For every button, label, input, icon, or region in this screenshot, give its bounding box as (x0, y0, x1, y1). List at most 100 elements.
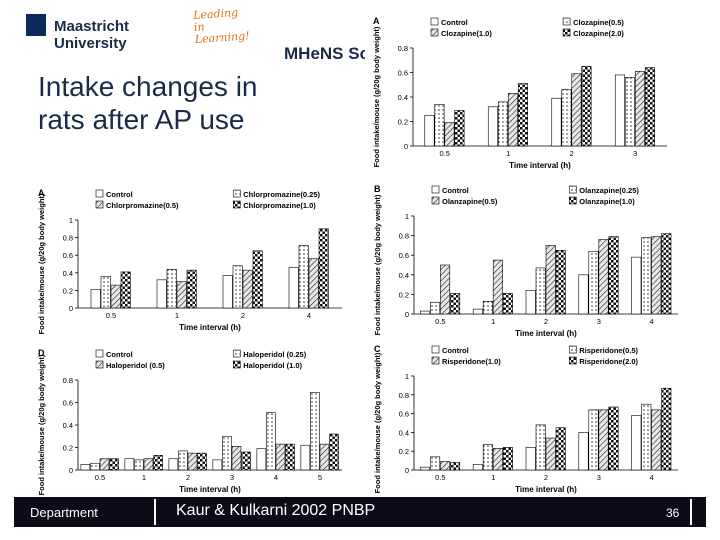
legend-label: Chlorpromazine(0.25) (243, 190, 320, 199)
x-axis-label: Time interval (h) (509, 161, 571, 170)
legend-label: Chlorpromazine(1.0) (243, 201, 316, 210)
legend-label: Haloperidol (0.5) (106, 361, 165, 370)
x-tick-label: 2 (570, 149, 574, 158)
panel-label: A (373, 16, 380, 26)
bar (661, 387, 672, 471)
bar (444, 122, 455, 147)
legend-swatch (568, 356, 577, 365)
legend-label: Haloperidol (1.0) (243, 361, 302, 370)
x-axis-label: Time interval (h) (179, 485, 241, 494)
x-tick-label: 0.5 (435, 317, 445, 326)
bar (440, 264, 451, 315)
bar (644, 67, 655, 147)
bar (212, 459, 223, 471)
x-tick-label: 2 (241, 311, 245, 320)
y-tick-label: 0.4 (399, 271, 409, 280)
bar (80, 464, 91, 471)
legend-swatch (430, 28, 439, 37)
bar (651, 236, 662, 315)
x-tick-label: 1 (506, 149, 510, 158)
x-tick-label: 1 (491, 317, 495, 326)
legend-swatch (95, 189, 104, 198)
chart-panel-clozapine: A Control Clozapine(0.5) Clozapine(1.0) Cloz… (365, 12, 675, 172)
bar (222, 275, 233, 309)
slide-title-line-1: Intake changes in (38, 71, 258, 102)
bar (598, 239, 609, 315)
bar (581, 66, 592, 147)
legend-swatch (431, 356, 440, 365)
y-tick-label: 0.2 (63, 286, 73, 295)
y-tick-label: 0.8 (398, 44, 408, 53)
bar (545, 245, 556, 315)
legend-label: Control (442, 346, 469, 355)
bar (430, 301, 441, 315)
x-tick-label: 3 (597, 473, 601, 482)
bar (310, 392, 320, 471)
bar (517, 83, 528, 147)
bar (166, 268, 177, 309)
y-tick-label: 0 (405, 466, 409, 475)
bar (300, 444, 311, 471)
bar (430, 456, 441, 471)
university-crest-icon (26, 14, 46, 36)
y-tick-label: 0.4 (399, 428, 409, 437)
bar (109, 458, 119, 471)
x-tick-label: 3 (633, 149, 637, 158)
panel-label: C (374, 344, 381, 354)
bar (631, 256, 642, 315)
bar (424, 115, 435, 147)
bar (507, 93, 518, 147)
bar (598, 409, 609, 471)
bar (319, 443, 330, 471)
y-tick-label: 0 (69, 304, 73, 313)
legend-swatch (232, 360, 241, 369)
bar (641, 403, 652, 471)
legend-swatch (568, 196, 577, 205)
legend-label: Control (442, 186, 469, 195)
legend-label: Control (106, 350, 133, 359)
bar (578, 432, 589, 471)
bar (90, 462, 100, 471)
bar (285, 443, 295, 471)
bar (472, 464, 483, 471)
bar (641, 237, 652, 315)
bar (634, 70, 645, 147)
y-axis-label: Food intake/mouse (g/20g body weight) (37, 193, 46, 334)
legend-swatch (232, 349, 241, 358)
bar (187, 452, 198, 471)
x-tick-label: 5 (318, 473, 322, 482)
legend-label: Control (106, 190, 133, 199)
slide-title: Intake changes in rats after AP use (38, 70, 338, 136)
y-tick-label: 0.6 (63, 399, 73, 408)
x-axis-label: Time interval (h) (179, 323, 241, 332)
bar (318, 228, 329, 309)
bar (124, 458, 135, 471)
page-number: 36 (666, 506, 680, 520)
y-tick-label: 0.2 (398, 118, 408, 127)
x-axis-label: Time interval (h) (515, 329, 577, 338)
bar (156, 279, 167, 309)
legend-swatch (232, 200, 241, 209)
bar (222, 435, 232, 471)
bar (472, 308, 483, 315)
x-tick-label: 0.5 (95, 473, 105, 482)
bar (631, 415, 642, 471)
bar (288, 267, 299, 309)
bar (90, 289, 101, 309)
bar (241, 451, 251, 471)
x-tick-label: 1 (491, 473, 495, 482)
y-tick-label: 0.2 (63, 444, 73, 453)
y-tick-label: 0 (405, 310, 409, 319)
bar (482, 300, 493, 315)
bar (661, 233, 672, 315)
university-logo: Maastricht University (26, 10, 196, 52)
chart-panel-olanzapine: B Control Olanzapine(0.25) Olanzapine(0.5) O… (366, 180, 686, 340)
bar (120, 271, 131, 309)
tagline-line-2: in Learning! (193, 20, 250, 46)
bar (614, 74, 625, 147)
bar (231, 446, 242, 471)
y-tick-label: 1 (69, 216, 73, 225)
legend-swatch (430, 17, 439, 26)
footer-divider (690, 499, 692, 525)
bar (178, 450, 188, 471)
